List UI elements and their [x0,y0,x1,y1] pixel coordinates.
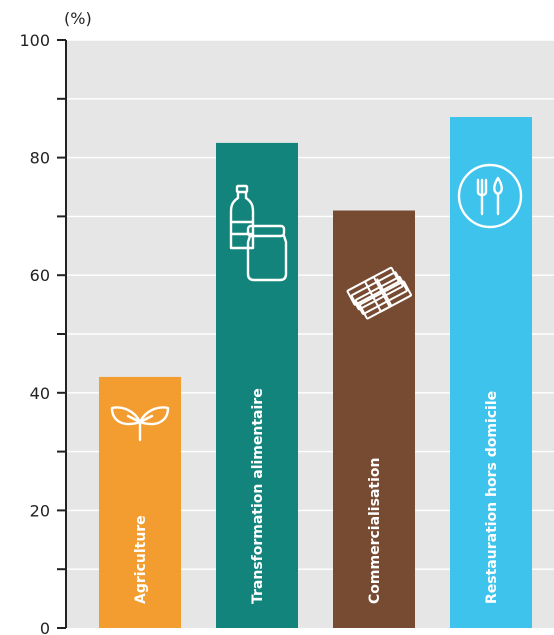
y-tick-label: 100 [19,31,50,50]
bars [99,117,532,628]
y-axis-unit-label: (%) [64,9,92,28]
bottle-and-jar-icon [229,184,288,282]
y-tick-label: 40 [30,384,50,403]
bar-labels: Agriculture Transformation alimentaire Com… [133,388,500,604]
fork-and-knife-icon [457,163,523,229]
bar-icons [110,163,523,442]
y-axis-ticks: 0 20 40 60 80 100 [19,31,66,635]
y-tick-label: 80 [30,149,50,168]
y-tick-label: 20 [30,501,50,520]
y-tick-label: 0 [40,619,50,635]
money-stack-icon [346,266,412,320]
y-tick-label: 60 [30,266,50,285]
bar-label: Commercialisation [367,458,383,604]
bar-label: Transformation alimentaire [250,388,266,604]
bar-label: Restauration hors domicile [484,391,500,604]
bar-transformation-alimentaire [216,142,298,628]
plant-sprout-icon [110,406,170,442]
bar-label: Agriculture [133,515,149,604]
bar-restauration-hors-domicile [450,117,532,628]
bar-agriculture [99,376,181,628]
